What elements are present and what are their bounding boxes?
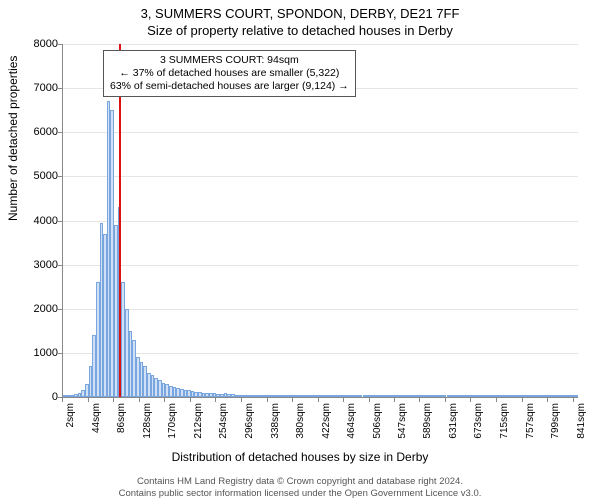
x-tick-mark	[113, 398, 114, 402]
x-axis-label: Distribution of detached houses by size …	[0, 450, 600, 464]
y-tick-label: 7000	[26, 82, 58, 94]
x-tick-label: 170sqm	[167, 403, 178, 439]
x-tick-mark	[215, 398, 216, 402]
x-tick-label: 86sqm	[116, 403, 127, 433]
x-tick-label: 841sqm	[576, 403, 587, 439]
x-tick-label: 464sqm	[346, 403, 357, 439]
x-tick-label: 422sqm	[321, 403, 332, 439]
x-tick-label: 2sqm	[65, 403, 76, 427]
x-tick-mark	[190, 398, 191, 402]
y-tick-label: 0	[26, 391, 58, 403]
x-tick-mark	[470, 398, 471, 402]
footer-line1: Contains HM Land Registry data © Crown c…	[0, 476, 600, 487]
x-tick-mark	[369, 398, 370, 402]
x-tick-label: 715sqm	[499, 403, 510, 439]
y-tick-mark	[58, 221, 62, 222]
x-tick-label: 338sqm	[270, 403, 281, 439]
x-tick-label: 254sqm	[218, 403, 229, 439]
x-tick-mark	[318, 398, 319, 402]
y-tick-label: 6000	[26, 126, 58, 138]
x-tick-mark	[445, 398, 446, 402]
gridline	[63, 221, 578, 222]
x-tick-label: 44sqm	[91, 403, 102, 433]
title-address: 3, SUMMERS COURT, SPONDON, DERBY, DE21 7…	[0, 0, 600, 23]
annotation-line2: ← 37% of detached houses are smaller (5,…	[110, 67, 349, 80]
y-tick-mark	[58, 265, 62, 266]
x-tick-mark	[547, 398, 548, 402]
x-tick-label: 757sqm	[525, 403, 536, 439]
x-tick-label: 673sqm	[473, 403, 484, 439]
annotation-line3: 63% of semi-detached houses are larger (…	[110, 80, 349, 93]
histogram-bar	[574, 395, 578, 397]
x-tick-label: 547sqm	[397, 403, 408, 439]
x-tick-mark	[496, 398, 497, 402]
y-tick-label: 8000	[26, 38, 58, 50]
x-tick-mark	[88, 398, 89, 402]
x-tick-mark	[139, 398, 140, 402]
x-tick-mark	[573, 398, 574, 402]
x-tick-mark	[62, 398, 63, 402]
title-subtitle: Size of property relative to detached ho…	[0, 23, 600, 40]
gridline	[63, 265, 578, 266]
gridline	[63, 353, 578, 354]
y-tick-label: 3000	[26, 259, 58, 271]
x-tick-mark	[419, 398, 420, 402]
gridline	[63, 44, 578, 45]
x-tick-mark	[394, 398, 395, 402]
y-tick-mark	[58, 44, 62, 45]
x-tick-label: 506sqm	[372, 403, 383, 439]
x-tick-mark	[292, 398, 293, 402]
y-axis-label: Number of detached properties	[6, 56, 20, 221]
annotation-box: 3 SUMMERS COURT: 94sqm ← 37% of detached…	[103, 50, 356, 97]
y-tick-label: 5000	[26, 170, 58, 182]
x-tick-label: 589sqm	[422, 403, 433, 439]
x-tick-mark	[522, 398, 523, 402]
x-tick-label: 799sqm	[550, 403, 561, 439]
x-tick-label: 631sqm	[448, 403, 459, 439]
annotation-line1: 3 SUMMERS COURT: 94sqm	[110, 54, 349, 67]
y-tick-mark	[58, 176, 62, 177]
x-tick-label: 128sqm	[142, 403, 153, 439]
x-tick-label: 296sqm	[244, 403, 255, 439]
y-tick-label: 2000	[26, 303, 58, 315]
y-tick-mark	[58, 88, 62, 89]
y-tick-mark	[58, 353, 62, 354]
footer-line2: Contains public sector information licen…	[0, 488, 600, 499]
chart-container: 3, SUMMERS COURT, SPONDON, DERBY, DE21 7…	[0, 0, 600, 500]
footer: Contains HM Land Registry data © Crown c…	[0, 476, 600, 499]
y-tick-label: 4000	[26, 215, 58, 227]
plot-area: 3 SUMMERS COURT: 94sqm ← 37% of detached…	[62, 44, 578, 398]
y-tick-mark	[58, 309, 62, 310]
x-tick-label: 212sqm	[193, 403, 204, 439]
y-tick-label: 1000	[26, 347, 58, 359]
x-tick-mark	[164, 398, 165, 402]
gridline	[63, 132, 578, 133]
gridline	[63, 176, 578, 177]
x-tick-label: 380sqm	[295, 403, 306, 439]
x-tick-mark	[267, 398, 268, 402]
y-tick-mark	[58, 132, 62, 133]
x-tick-mark	[241, 398, 242, 402]
gridline	[63, 309, 578, 310]
x-tick-mark	[343, 398, 344, 402]
